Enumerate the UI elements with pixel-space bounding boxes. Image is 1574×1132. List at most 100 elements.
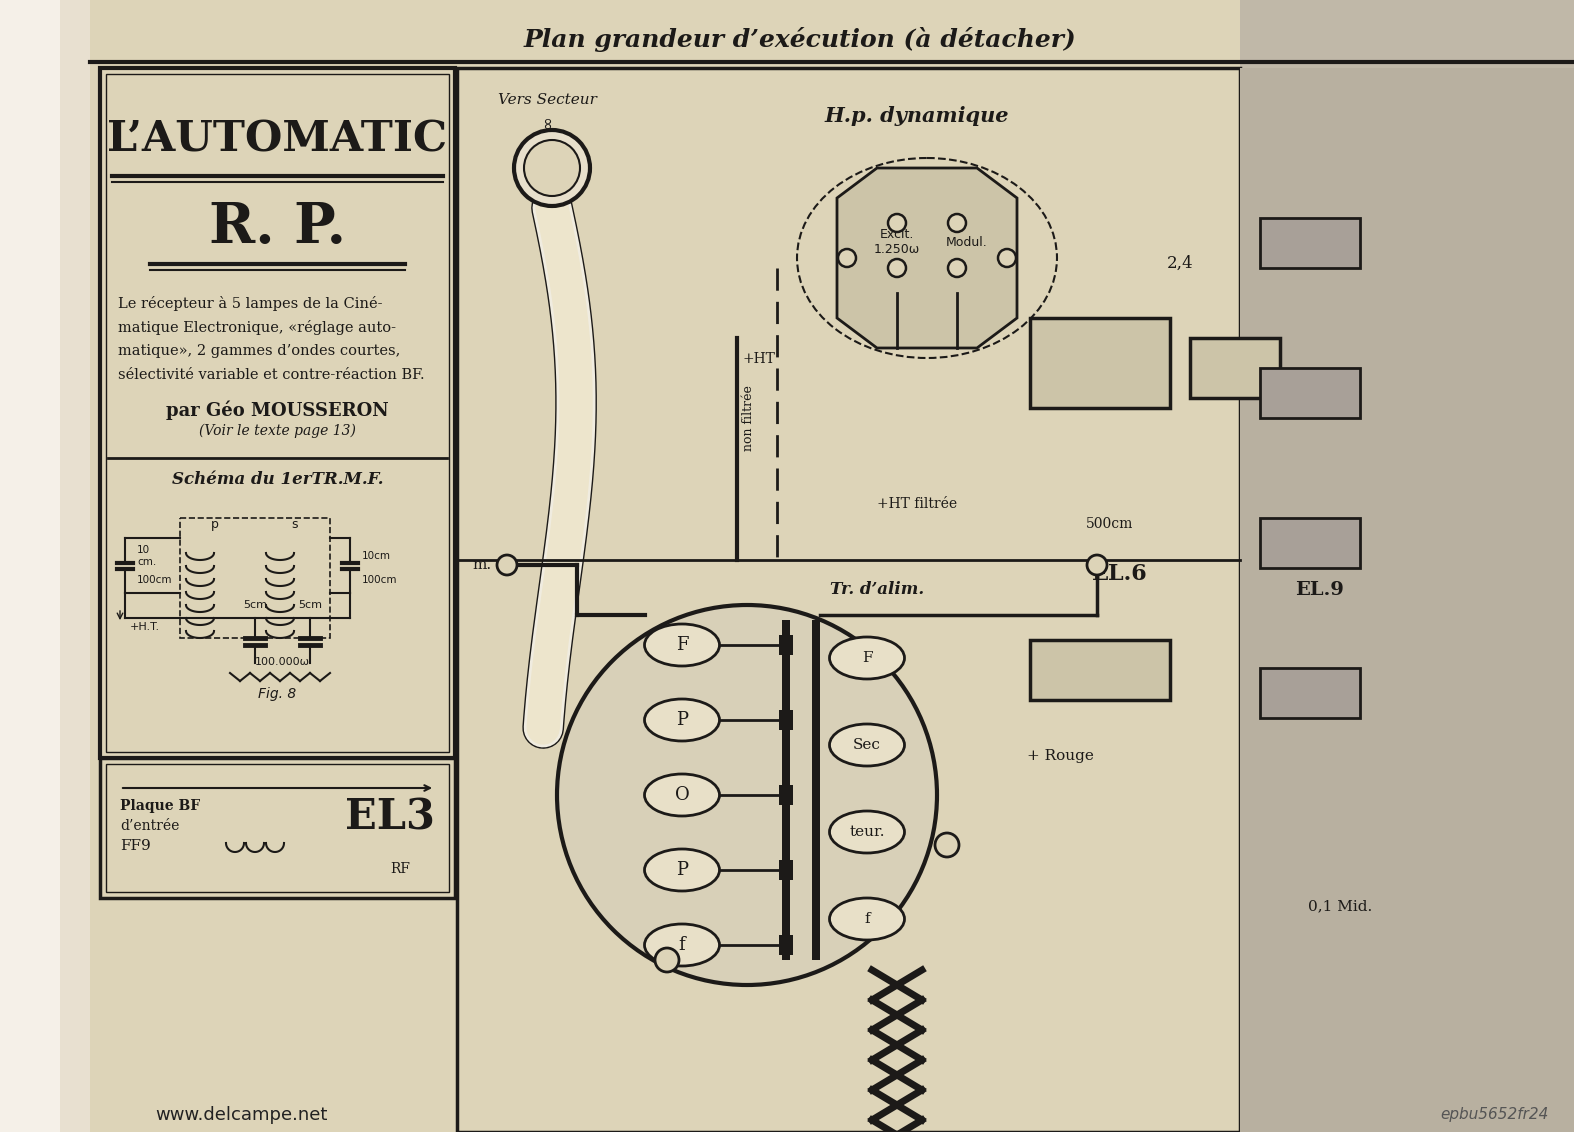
Bar bbox=[1261, 218, 1360, 268]
Bar bbox=[779, 860, 793, 880]
Text: par Géo MOUSSERON: par Géo MOUSSERON bbox=[167, 400, 389, 420]
Circle shape bbox=[948, 214, 966, 232]
Text: O: O bbox=[675, 786, 689, 804]
Text: Plaque BF: Plaque BF bbox=[120, 799, 200, 813]
Text: Plan grandeur d’exécution (à détacher): Plan grandeur d’exécution (à détacher) bbox=[524, 27, 1077, 52]
Bar bbox=[105, 74, 449, 752]
Circle shape bbox=[524, 140, 579, 196]
Bar bbox=[105, 764, 449, 892]
Bar bbox=[1029, 640, 1169, 700]
Bar bbox=[779, 635, 793, 655]
Text: (Voir le texte page 13): (Voir le texte page 13) bbox=[198, 424, 356, 438]
Text: 100.000ω: 100.000ω bbox=[255, 657, 310, 667]
Text: +HT filtrée: +HT filtrée bbox=[877, 497, 957, 511]
Text: 100cm: 100cm bbox=[137, 575, 173, 585]
Ellipse shape bbox=[829, 724, 905, 766]
Text: 5cm: 5cm bbox=[242, 600, 268, 610]
Text: 5cm: 5cm bbox=[297, 600, 323, 610]
Bar bbox=[101, 68, 455, 758]
Text: + Rouge: + Rouge bbox=[1026, 749, 1094, 763]
Text: matique Electronique, «réglage auto-: matique Electronique, «réglage auto- bbox=[118, 320, 397, 335]
Text: non filtrée: non filtrée bbox=[741, 385, 756, 451]
Bar bbox=[1190, 338, 1280, 398]
Circle shape bbox=[948, 259, 966, 277]
Text: 100cm: 100cm bbox=[362, 575, 398, 585]
Text: EL.6: EL.6 bbox=[1092, 563, 1147, 585]
Bar bbox=[1240, 0, 1574, 1132]
Polygon shape bbox=[837, 168, 1017, 348]
Circle shape bbox=[888, 259, 907, 277]
Text: Tr. d’alim.: Tr. d’alim. bbox=[829, 582, 924, 599]
Text: teur.: teur. bbox=[850, 825, 885, 839]
Bar bbox=[1261, 518, 1360, 568]
Ellipse shape bbox=[829, 637, 905, 679]
Text: Vers Secteur: Vers Secteur bbox=[497, 93, 597, 108]
Text: H.p. dynamique: H.p. dynamique bbox=[825, 106, 1009, 126]
Text: Fig. 8: Fig. 8 bbox=[258, 687, 296, 701]
Circle shape bbox=[1088, 555, 1107, 575]
Text: RF: RF bbox=[390, 861, 409, 876]
Ellipse shape bbox=[644, 624, 719, 666]
Bar bbox=[0, 0, 60, 1132]
Bar bbox=[101, 758, 455, 898]
Text: FF9: FF9 bbox=[120, 839, 151, 854]
Bar bbox=[779, 710, 793, 730]
Text: Schéma du 1erTR.M.F.: Schéma du 1erTR.M.F. bbox=[172, 472, 382, 489]
Bar bbox=[1261, 368, 1360, 418]
Circle shape bbox=[515, 130, 590, 206]
Text: +HT: +HT bbox=[741, 352, 774, 366]
Bar bbox=[1029, 318, 1169, 408]
Text: sélectivité variable et contre-réaction BF.: sélectivité variable et contre-réaction … bbox=[118, 368, 425, 381]
Text: Excit.: Excit. bbox=[880, 228, 914, 241]
Text: s: s bbox=[291, 518, 297, 531]
Text: m.: m. bbox=[472, 558, 493, 572]
Circle shape bbox=[935, 833, 959, 857]
Text: 10cm: 10cm bbox=[362, 551, 390, 561]
Bar bbox=[1240, 68, 1574, 1132]
Text: L’AUTOMATIC: L’AUTOMATIC bbox=[107, 119, 447, 161]
Circle shape bbox=[837, 249, 856, 267]
Text: EL.9: EL.9 bbox=[1295, 581, 1344, 599]
Bar bbox=[812, 620, 820, 960]
Text: P: P bbox=[675, 711, 688, 729]
Bar bbox=[1261, 668, 1360, 718]
Text: 2,4: 2,4 bbox=[1166, 255, 1193, 272]
Text: matique», 2 gammes d’ondes courtes,: matique», 2 gammes d’ondes courtes, bbox=[118, 344, 400, 358]
Ellipse shape bbox=[829, 898, 905, 940]
Text: F: F bbox=[675, 636, 688, 654]
Text: 500cm: 500cm bbox=[1086, 517, 1133, 531]
Text: Modul.: Modul. bbox=[946, 235, 988, 249]
Bar bbox=[779, 784, 793, 805]
Text: f: f bbox=[678, 936, 685, 954]
Text: Le récepteur à 5 lampes de la Ciné-: Le récepteur à 5 lampes de la Ciné- bbox=[118, 295, 382, 311]
Text: +H.T.: +H.T. bbox=[131, 621, 161, 632]
Text: www.delcampe.net: www.delcampe.net bbox=[154, 1106, 327, 1124]
Bar bbox=[456, 68, 1240, 1132]
Circle shape bbox=[888, 214, 907, 232]
Text: 1.250ω: 1.250ω bbox=[874, 243, 921, 256]
Ellipse shape bbox=[829, 811, 905, 854]
Text: p: p bbox=[211, 518, 219, 531]
Circle shape bbox=[998, 249, 1015, 267]
Ellipse shape bbox=[644, 774, 719, 816]
Text: 10
cm.: 10 cm. bbox=[137, 546, 156, 567]
Bar bbox=[90, 0, 1240, 1132]
Text: 0,1 Mid.: 0,1 Mid. bbox=[1308, 899, 1373, 914]
Text: R. P.: R. P. bbox=[209, 200, 346, 256]
Text: f: f bbox=[864, 912, 870, 926]
Circle shape bbox=[655, 947, 678, 972]
Text: P: P bbox=[675, 861, 688, 880]
Text: F: F bbox=[861, 651, 872, 664]
Circle shape bbox=[557, 604, 937, 985]
Text: ∞: ∞ bbox=[538, 115, 556, 129]
Text: EL3: EL3 bbox=[345, 797, 434, 839]
Text: epbu5652fr24: epbu5652fr24 bbox=[1440, 1107, 1549, 1123]
Ellipse shape bbox=[644, 849, 719, 891]
Ellipse shape bbox=[644, 924, 719, 966]
Bar bbox=[782, 620, 790, 960]
Bar bbox=[779, 935, 793, 955]
Bar bbox=[179, 518, 331, 638]
Text: Sec: Sec bbox=[853, 738, 881, 752]
Ellipse shape bbox=[644, 698, 719, 741]
Bar bbox=[60, 0, 90, 1132]
